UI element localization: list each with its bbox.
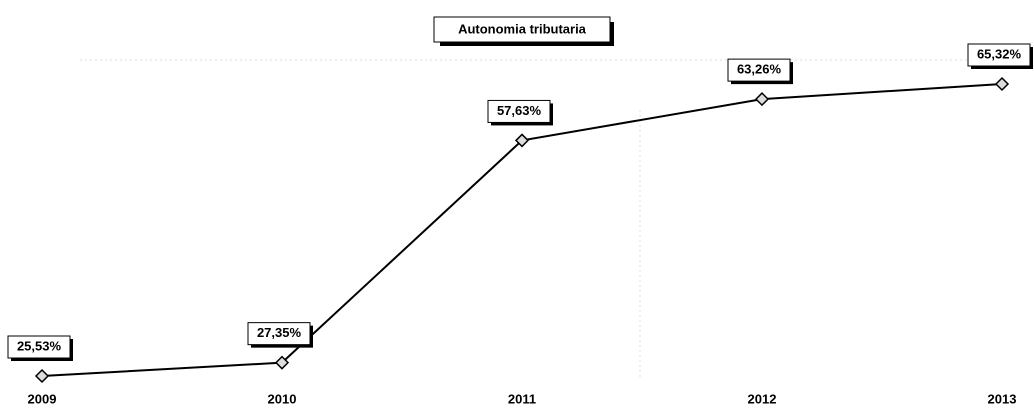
data-label: 27,35%: [257, 325, 302, 340]
x-tick-label: 2012: [748, 391, 777, 406]
data-label: 57,63%: [497, 103, 542, 118]
x-tick-label: 2013: [988, 391, 1017, 406]
marker: [994, 76, 1010, 92]
label-box: [247, 322, 311, 346]
marker: [34, 368, 50, 384]
marker: [514, 133, 530, 148]
label-box: [727, 58, 791, 82]
data-label: 63,26%: [737, 62, 782, 77]
marker: [274, 355, 290, 370]
title-box: [433, 16, 611, 43]
chart-title: Autonomia tributaria: [458, 21, 587, 36]
marker: [754, 92, 770, 107]
x-tick-label: 2010: [268, 391, 297, 406]
label-box: [7, 335, 71, 359]
data-label: 65,32%: [977, 46, 1022, 61]
data-label: 25,53%: [17, 338, 62, 353]
x-tick-label: 2011: [508, 391, 536, 406]
data-line: [41, 83, 1003, 377]
label-box: [487, 99, 551, 123]
x-tick-label: 2009: [28, 391, 57, 406]
label-box: [967, 43, 1031, 67]
